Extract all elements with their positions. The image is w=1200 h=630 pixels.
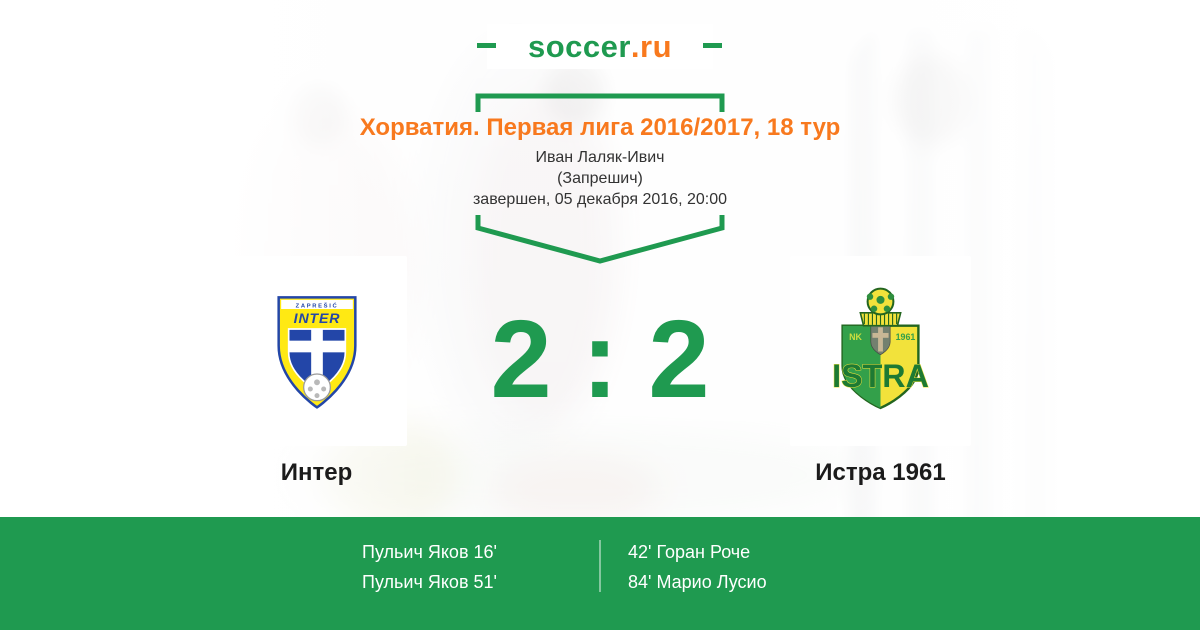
- crest-istra-text: ISTRA: [832, 357, 929, 393]
- goal-event: Пульич Яков 51': [362, 572, 497, 592]
- crest-club-text: INTER: [293, 311, 340, 327]
- crest-year-text: 1961: [896, 332, 916, 342]
- logo-dash-right-icon: [703, 43, 722, 48]
- goals-bar: Пульич Яков 16' Пульич Яков 51' 42' Гора…: [0, 517, 1200, 630]
- bracket-top-icon: [475, 93, 725, 112]
- soccer-ru-logo: soccer .ru: [477, 24, 722, 69]
- logo-dash-left-icon: [477, 43, 496, 48]
- crest-nk-text: NK: [849, 332, 862, 342]
- match-title: Хорватия. Первая лига 2016/2017, 18 тур: [359, 114, 841, 141]
- home-goal-events: Пульич Яков 16' Пульич Яков 51': [362, 537, 497, 597]
- match-status: завершен, 05 декабря 2016, 20:00: [472, 191, 728, 208]
- away-team-card: NK 1961 ISTRA: [790, 256, 971, 446]
- referee-name: Иван Лаляк-Ивич: [535, 149, 665, 166]
- away-goal-events: 42' Горан Роче 84' Марио Лусио: [628, 537, 767, 597]
- score-away: 2: [648, 298, 710, 421]
- events-divider: [599, 540, 601, 592]
- score-line: 2 : 2: [0, 305, 1200, 415]
- bracket-chevron-icon: [475, 215, 725, 264]
- away-team-name: Истра 1961: [815, 459, 946, 486]
- inter-zapresic-crest-icon: ZAPREŠIĆ INTER: [276, 295, 357, 409]
- venue: (Запрешич): [557, 170, 643, 187]
- istra-1961-crest-icon: NK 1961 ISTRA: [832, 287, 929, 409]
- score-home: 2: [490, 298, 552, 421]
- goal-event: 84' Марио Лусио: [628, 572, 767, 592]
- goal-event: 42' Горан Роче: [628, 542, 751, 562]
- score-separator: :: [581, 298, 619, 421]
- home-team-name: Интер: [280, 459, 353, 486]
- match-meta: Иван Лаляк-Ивич (Запрешич) завершен, 05 …: [0, 147, 1200, 210]
- crest-city-text: ZAPREŠIĆ: [295, 301, 338, 309]
- home-team-card: ZAPREŠIĆ INTER: [226, 256, 407, 446]
- logo-text-ru: .ru: [630, 28, 673, 64]
- goal-event: Пульич Яков 16': [362, 542, 497, 562]
- logo-text-soccer: soccer: [527, 28, 631, 64]
